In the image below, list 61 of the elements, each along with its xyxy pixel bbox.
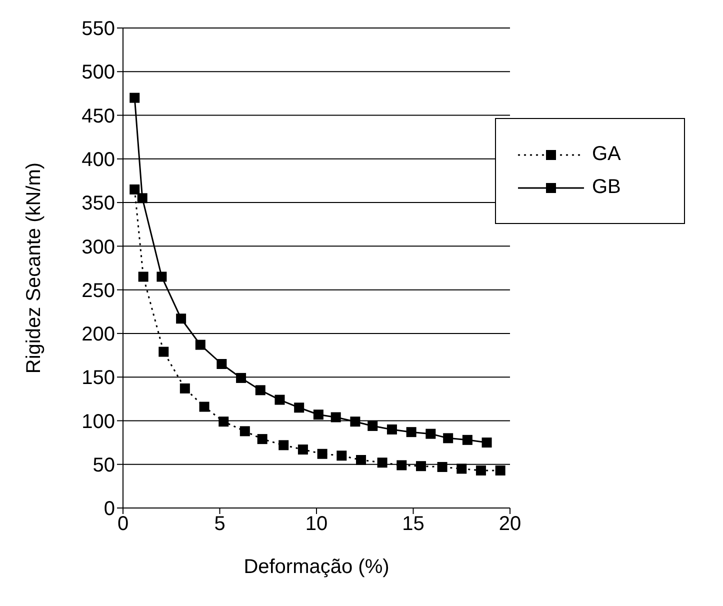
point: [195, 340, 206, 350]
legend-label: GA: [592, 143, 621, 166]
legend-label: GB: [592, 176, 621, 199]
point: [377, 458, 388, 468]
point: [443, 433, 454, 444]
point: [426, 428, 436, 439]
point: [294, 402, 304, 413]
point: [216, 359, 227, 369]
y-axis-title: Rigidez Secante (kN/m): [23, 162, 46, 374]
point: [482, 438, 492, 448]
point: [156, 272, 167, 282]
point: [274, 394, 285, 405]
y-tick-label: 50: [92, 454, 115, 476]
point: [462, 434, 472, 445]
y-tick-label: 450: [82, 105, 115, 128]
y-tick-label: 400: [82, 149, 115, 172]
point: [330, 412, 341, 422]
point: [313, 410, 324, 420]
point: [396, 460, 407, 470]
y-tick-label: 0: [104, 498, 115, 520]
point: [406, 427, 416, 438]
point: [356, 455, 366, 465]
x-tick-label: 10: [305, 513, 328, 536]
y-tick-label: 500: [82, 62, 115, 84]
y-tick-label: 350: [82, 192, 115, 215]
point: [130, 184, 140, 194]
point: [130, 92, 140, 103]
point: [317, 448, 328, 459]
point: [137, 193, 148, 204]
x-axis-title: Deformação (%): [244, 556, 390, 578]
point: [368, 420, 378, 431]
x-tick-label: 15: [402, 513, 424, 536]
y-tick-label: 250: [82, 280, 115, 302]
point: [336, 450, 347, 461]
point: [236, 372, 246, 383]
y-tick-label: 300: [82, 236, 115, 258]
point: [199, 402, 210, 412]
point: [416, 461, 426, 472]
point: [255, 385, 266, 396]
point: [456, 464, 467, 474]
y-tick-label: 150: [82, 367, 115, 390]
point: [257, 434, 268, 444]
y-tick-label: 550: [82, 18, 115, 40]
point: [437, 462, 448, 472]
point: [386, 424, 397, 434]
y-tick-label: 100: [82, 410, 115, 433]
point: [476, 465, 486, 476]
x-tick-label: 0: [117, 513, 129, 536]
point: [176, 314, 186, 324]
point: [278, 440, 289, 450]
x-tick-label: 20: [498, 513, 522, 536]
point: [138, 272, 148, 282]
point: [298, 444, 308, 455]
point: [218, 416, 229, 427]
point: [495, 465, 506, 476]
x-tick-label: 5: [214, 513, 226, 536]
y-tick-label: 200: [82, 324, 115, 346]
point: [240, 426, 250, 436]
point: [158, 346, 169, 357]
point: [180, 383, 190, 394]
point: [350, 416, 360, 427]
